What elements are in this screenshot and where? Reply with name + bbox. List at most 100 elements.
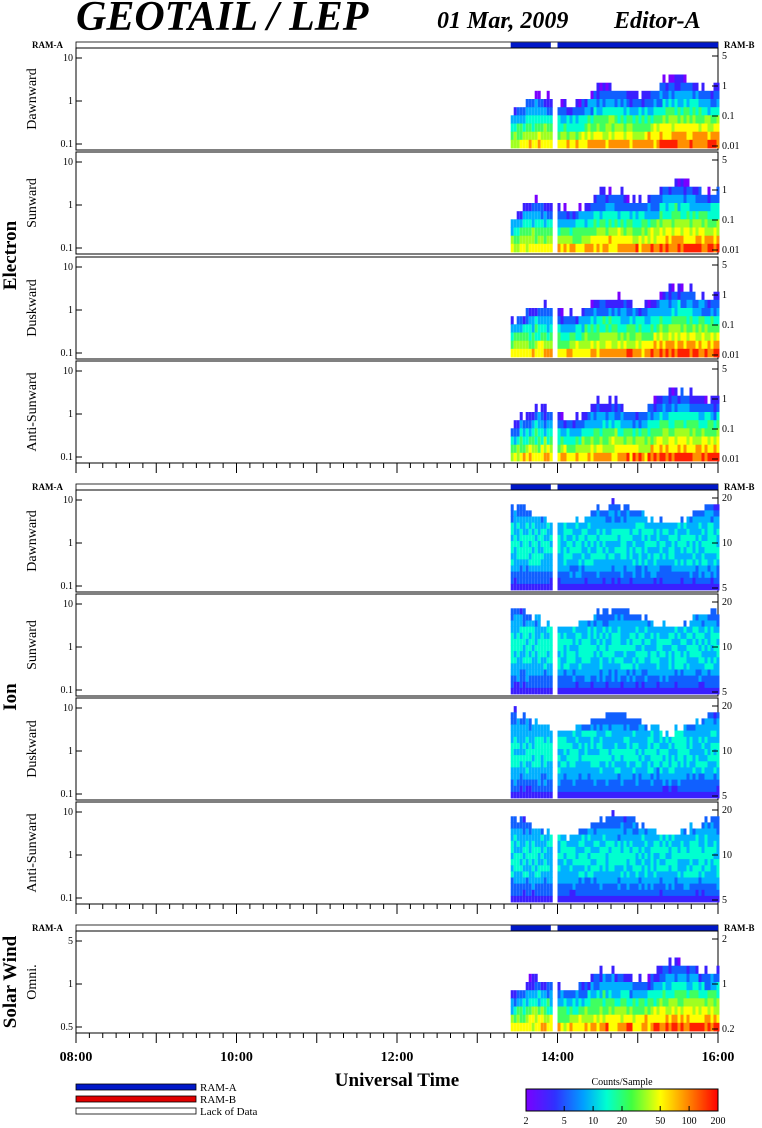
ion-dawnward-left-tick-2: 0.1 — [61, 581, 74, 592]
figure-title: GEOTAIL / LEP — [76, 0, 369, 40]
x-tick-1000: 10:00 — [220, 1050, 253, 1065]
electron-sunward-left-tick-0: 10 — [63, 157, 73, 168]
solar-wind-omni--right-tick-2: 0.2 — [722, 1024, 735, 1035]
ion-sunward-right-tick-0: 20 — [722, 597, 732, 608]
ion-dawnward-right-tick-0: 20 — [722, 493, 732, 504]
colorbar-tick-5: 5 — [562, 1116, 567, 1127]
ion-anti-sunward-right-tick-0: 20 — [722, 805, 732, 816]
legend-label-ram-b: RAM-B — [200, 1094, 236, 1106]
electron-sunward-spectrogram — [510, 178, 720, 253]
electron-anti-sunward-right-tick-1: 1 — [722, 394, 727, 405]
solar-wind-omni--left-tick-0: 5 — [68, 936, 73, 947]
electron-sunward-right-tick-0: 5 — [722, 155, 727, 166]
electron-dawnward-spectrogram — [510, 74, 720, 149]
electron-sunward-left-tick-1: 1 — [68, 200, 73, 211]
electron-duskward-left-tick-2: 0.1 — [61, 348, 74, 359]
ion-duskward-right-tick-0: 20 — [722, 701, 732, 712]
electron-sunward-label: Sunward — [25, 178, 40, 228]
electron-ram-b-label: RAM-B — [724, 40, 755, 50]
ion-ram-b-label: RAM-B — [724, 482, 755, 492]
ion-dawnward-spectrogram — [510, 498, 720, 591]
solar-wind-ram-a-label: RAM-A — [32, 923, 63, 933]
ion-dawnward-right-tick-2: 5 — [722, 583, 727, 594]
ion-sunward-left-tick-0: 10 — [63, 599, 73, 610]
ion-duskward-left-tick-0: 10 — [63, 703, 73, 714]
x-tick-1600: 16:00 — [702, 1050, 735, 1065]
legend-label-ram-a: RAM-A — [200, 1082, 237, 1094]
ion-dawnward-label: Dawnward — [25, 510, 40, 571]
colorbar: Counts/Sample 2 5 10 20 50 100 200 — [524, 1077, 726, 1127]
electron-duskward-right-tick-2: 0.1 — [722, 320, 735, 331]
electron-duskward-label: Duskward — [25, 279, 40, 337]
electron-ram-a-label: RAM-A — [32, 40, 63, 50]
x-tick-1400: 14:00 — [541, 1050, 574, 1065]
x-tick-1200: 12:00 — [381, 1050, 414, 1065]
colorbar-tick-50: 50 — [655, 1116, 665, 1127]
electron-duskward-right-tick-3: 0.01 — [722, 350, 740, 361]
ion-duskward-left-tick-1: 1 — [68, 746, 73, 757]
colorbar-tick-200: 200 — [711, 1116, 726, 1127]
ion-anti-sunward-label: Anti-Sunward — [25, 813, 40, 892]
electron-anti-sunward-right-tick-3: 0.01 — [722, 454, 740, 465]
electron-anti-sunward-label: Anti-Sunward — [25, 372, 40, 451]
ion-anti-sunward-right-tick-2: 5 — [722, 895, 727, 906]
solar-wind-coverage-ram-a-3 — [557, 925, 718, 931]
ion-duskward-right-tick-1: 10 — [722, 746, 732, 757]
electron-sunward-right-tick-1: 1 — [722, 185, 727, 196]
electron-anti-sunward-left-tick-2: 0.1 — [61, 452, 74, 463]
electron-duskward-right-tick-1: 1 — [722, 290, 727, 301]
electron-anti-sunward-spectrogram — [510, 387, 720, 462]
legend-swatch-ram-a — [75, 1083, 197, 1091]
figure-editor: Editor-A — [613, 8, 701, 34]
ion-duskward-label: Duskward — [25, 720, 40, 778]
ion-sunward-left-tick-2: 0.1 — [61, 685, 74, 696]
ion-group-label: Ion — [0, 683, 21, 711]
ion-sunward-right-tick-1: 10 — [722, 642, 732, 653]
electron-sunward-right-tick-2: 0.1 — [722, 215, 735, 226]
ion-dawnward-right-tick-1: 10 — [722, 538, 732, 549]
legend: RAM-A RAM-B Lack of Data — [75, 1082, 258, 1118]
ion-ram-a-label: RAM-A — [32, 482, 63, 492]
electron-coverage-ram-a-1 — [510, 42, 551, 48]
electron-group-label: Electron — [0, 220, 21, 290]
ion-sunward-label: Sunward — [25, 620, 40, 670]
solar-wind-omni--right-tick-0: 2 — [722, 934, 727, 945]
solar-wind-ram-b-label: RAM-B — [724, 923, 755, 933]
solar-wind-omni--label: Omni. — [25, 964, 40, 999]
electron-coverage-ram-a-3 — [557, 42, 718, 48]
ion-anti-sunward-spectrogram — [510, 810, 720, 903]
x-tick-0800: 08:00 — [60, 1050, 93, 1065]
ion-duskward-spectrogram — [510, 706, 720, 799]
electron-duskward-spectrogram — [510, 283, 720, 358]
electron-dawnward-right-tick-3: 0.01 — [722, 141, 740, 152]
electron-anti-sunward-left-tick-0: 10 — [63, 366, 73, 377]
colorbar-tick-100: 100 — [682, 1116, 697, 1127]
electron-sunward-left-tick-2: 0.1 — [61, 243, 74, 254]
ion-sunward-spectrogram — [510, 608, 720, 695]
electron-dawnward-right-tick-2: 0.1 — [722, 111, 735, 122]
electron-dawnward-label: Dawnward — [25, 68, 40, 129]
colorbar-tick-10: 10 — [588, 1116, 598, 1127]
solar-wind-group-label: Solar Wind — [0, 935, 21, 1028]
electron-dawnward-right-tick-1: 1 — [722, 81, 727, 92]
ion-anti-sunward-right-tick-1: 10 — [722, 850, 732, 861]
electron-dawnward-left-tick-0: 10 — [63, 53, 73, 64]
solar-wind-omni--right-tick-1: 1 — [722, 979, 727, 990]
solar-wind-coverage-ram-a-1 — [510, 925, 551, 931]
time-axis: 08:00 10:00 12:00 14:00 16:00 — [60, 1050, 735, 1065]
solar-wind-omni--spectrogram — [510, 957, 720, 1032]
electron-duskward-right-tick-0: 5 — [722, 260, 727, 271]
legend-label-lack: Lack of Data — [200, 1106, 258, 1118]
legend-swatch-ram-b — [75, 1095, 197, 1103]
ion-dawnward-left-tick-1: 1 — [68, 538, 73, 549]
electron-anti-sunward-right-tick-0: 5 — [722, 364, 727, 375]
electron-anti-sunward-right-tick-2: 0.1 — [722, 424, 735, 435]
ion-dawnward-left-tick-0: 10 — [63, 495, 73, 506]
colorbar-tick-2: 2 — [524, 1116, 529, 1127]
electron-sunward-right-tick-3: 0.01 — [722, 245, 740, 256]
legend-swatch-lack — [75, 1107, 197, 1115]
ion-anti-sunward-left-tick-2: 0.1 — [61, 893, 74, 904]
ion-sunward-right-tick-2: 5 — [722, 687, 727, 698]
electron-duskward-left-tick-1: 1 — [68, 305, 73, 316]
